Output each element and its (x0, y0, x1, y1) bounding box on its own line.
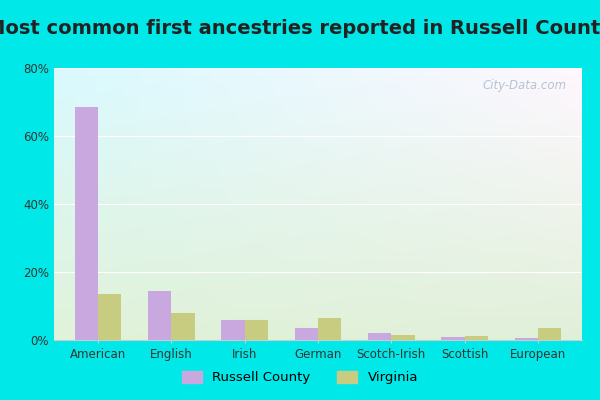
Bar (221, 320, 245, 340)
Bar (98, 294, 121, 340)
Bar (172, 313, 195, 340)
Text: City-Data.com: City-Data.com (482, 79, 566, 92)
Bar (368, 333, 391, 340)
Text: Most common first ancestries reported in Russell County: Most common first ancestries reported in… (0, 18, 600, 38)
Bar (391, 335, 415, 340)
Bar (441, 337, 464, 340)
Bar (515, 338, 538, 340)
Bar (464, 336, 488, 340)
Bar (148, 291, 172, 340)
Legend: Russell County, Virginia: Russell County, Virginia (177, 366, 423, 390)
Bar (295, 328, 318, 340)
Bar (74, 107, 98, 340)
Bar (245, 320, 268, 340)
Bar (318, 318, 341, 340)
Bar (538, 328, 562, 340)
